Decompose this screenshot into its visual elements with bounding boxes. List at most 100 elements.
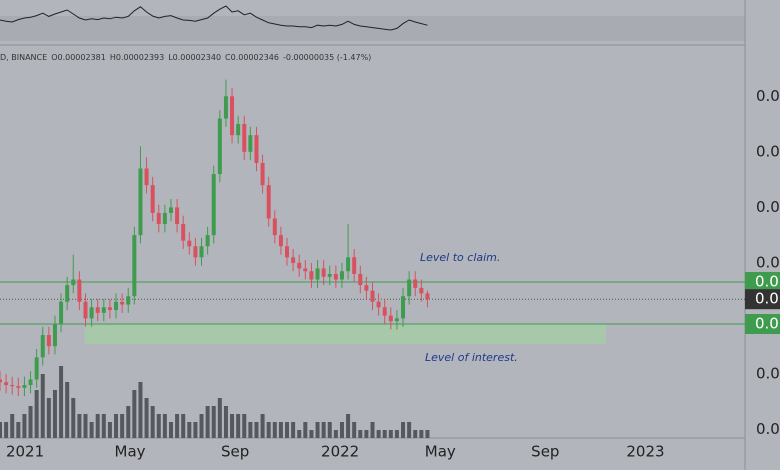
volume-bar: [254, 422, 259, 438]
volume-bar: [101, 414, 106, 438]
candle-body: [22, 385, 27, 388]
candle-body: [297, 262, 302, 269]
candle-body: [242, 124, 247, 152]
level-annotation: Level to claim.: [420, 251, 500, 264]
candle-body: [364, 285, 369, 291]
volume-bar: [419, 430, 424, 438]
volume-bar: [358, 430, 363, 438]
candle-body: [65, 285, 70, 302]
candle-body: [236, 124, 241, 136]
x-tick-label: 2022: [321, 443, 359, 461]
volume-bar: [107, 422, 112, 438]
legend-item: L0.00002340: [168, 53, 221, 62]
candle-body: [150, 185, 155, 213]
candle-body: [205, 235, 210, 247]
candle-body: [339, 271, 344, 280]
volume-bar: [187, 422, 192, 438]
candle-body: [28, 379, 33, 386]
symbol-legend: D, BINANCE O0.00002381 H0.00002393 L0.00002…: [0, 53, 371, 62]
candle-body: [370, 290, 375, 302]
volume-bar: [126, 406, 131, 438]
candle-body: [382, 307, 387, 316]
candle-body: [126, 296, 131, 305]
volume-bar: [407, 422, 412, 438]
candle-body: [162, 212, 167, 225]
candle-body: [401, 296, 406, 319]
x-tick-label: Sep: [531, 443, 559, 461]
candle-body: [138, 168, 143, 236]
candle-body: [120, 301, 125, 305]
volume-bar: [321, 422, 326, 438]
x-tick-label: May: [115, 443, 146, 461]
candle-body: [10, 385, 15, 387]
volume-bar: [46, 398, 51, 438]
candle-body: [419, 287, 424, 294]
volume-bar: [297, 430, 302, 438]
candle-body: [175, 207, 180, 225]
volume-bar: [217, 398, 222, 438]
volume-bar: [10, 414, 15, 438]
candle-body: [217, 118, 222, 175]
volume-bar: [401, 422, 406, 438]
y-tick-label: 0.00: [756, 87, 780, 105]
candle-body: [303, 268, 308, 272]
volume-bar: [278, 422, 283, 438]
candle-body: [34, 357, 39, 380]
indicator-line: [0, 5, 428, 31]
volume-bar: [162, 414, 167, 438]
volume-bar: [394, 430, 399, 438]
volume-bar: [230, 414, 235, 438]
candle-body: [4, 382, 9, 386]
candle-body: [144, 168, 149, 186]
volume-bar: [248, 422, 253, 438]
candle-body: [89, 307, 94, 319]
volume-bar: [65, 382, 70, 438]
volume-bar: [22, 414, 27, 438]
y-tick-label: 0.00: [756, 420, 780, 438]
volume-bar: [193, 422, 198, 438]
y-tick-label: 0.00: [756, 142, 780, 160]
volume-bar: [211, 406, 216, 438]
interest-zone: [84, 324, 606, 344]
volume-bar: [34, 390, 39, 438]
volume-bar: [168, 422, 173, 438]
candle-body: [0, 379, 2, 383]
candle-body: [272, 218, 277, 236]
volume-bar: [199, 414, 204, 438]
volume-bar: [388, 430, 393, 438]
candle-body: [40, 335, 45, 358]
volume-bar: [315, 422, 320, 438]
candle-body: [223, 96, 228, 119]
volume-bar: [4, 422, 9, 438]
candle-body: [211, 174, 216, 236]
candle-body: [358, 273, 363, 286]
candle-body: [230, 96, 235, 136]
volume-bar: [52, 390, 57, 438]
volume-bar: [272, 422, 277, 438]
volume-bar: [413, 430, 418, 438]
legend-item: -0.00000035 (-1.47%): [283, 53, 371, 62]
legend-item: O0.00002381: [51, 53, 106, 62]
candle-body: [59, 301, 64, 324]
candle-body: [352, 257, 357, 274]
volume-bar: [71, 398, 76, 438]
legend-item: H0.00002393: [110, 53, 164, 62]
volume-bar: [260, 414, 265, 438]
volume-bar: [89, 422, 94, 438]
candle-body: [16, 386, 21, 388]
volume-bar: [382, 430, 387, 438]
candle-body: [107, 307, 112, 311]
legend-item: C0.00002346: [225, 53, 279, 62]
volume-bar: [425, 430, 430, 438]
indicator-band: [0, 16, 745, 41]
volume-bar: [242, 414, 247, 438]
volume-bar: [339, 422, 344, 438]
candle-body: [309, 271, 314, 280]
x-tick-label: 2021: [6, 443, 44, 461]
candle-body: [333, 273, 338, 280]
volume-bar: [59, 366, 64, 438]
volume-bar: [236, 414, 241, 438]
volume-bar: [223, 406, 228, 438]
